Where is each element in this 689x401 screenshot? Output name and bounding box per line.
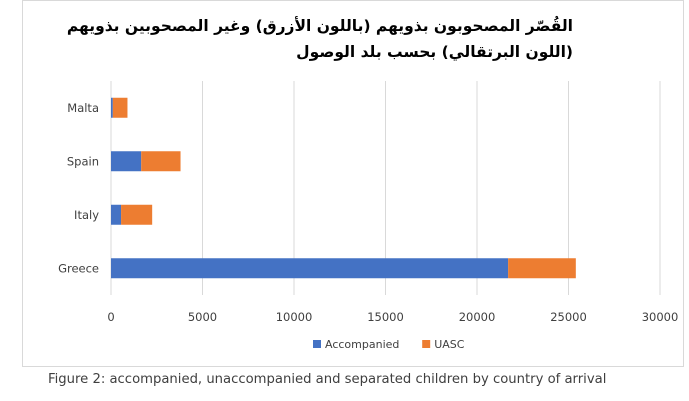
x-tick-label: 10000: [276, 310, 313, 324]
chart-title-line-1: القُصّر المصحوبون بذويهم (باللون الأزرق)…: [66, 17, 573, 35]
bar-uasc-spain: [141, 151, 181, 172]
figure-caption: Figure 2: accompanied, unaccompanied and…: [48, 372, 607, 387]
bar-accompanied-spain: [111, 151, 142, 172]
legend-label-accompanied: Accompanied: [325, 338, 399, 351]
y-category-label: Malta: [67, 101, 99, 115]
bar-uasc-greece: [508, 258, 576, 279]
bar-uasc-italy: [121, 204, 153, 225]
legend-label-uasc: UASC: [434, 338, 465, 351]
x-tick-label: 30000: [642, 310, 679, 324]
y-category-label: Greece: [58, 261, 99, 275]
x-tick-label: 15000: [367, 310, 404, 324]
chart-container: القُصّر المصحوبون بذويهم (باللون الأزرق)…: [22, 0, 684, 367]
bar-chart: 0 5000 10000 15000 20000 25000 30000 Malta Spain…: [58, 81, 679, 351]
chart-title-line-2: (اللون البرتقالي) بحسب بلد الوصول: [296, 43, 573, 61]
bar-accompanied-italy: [111, 204, 122, 225]
y-category-label: Italy: [74, 208, 99, 222]
legend-swatch-uasc: [422, 340, 431, 348]
x-tick-label: 5000: [188, 310, 217, 324]
bar-accompanied-greece: [111, 258, 509, 279]
x-tick-label: 0: [107, 310, 114, 324]
legend-swatch-accompanied: [313, 340, 321, 348]
y-category-label: Spain: [67, 154, 99, 168]
bar-accompanied-malta: [111, 97, 113, 118]
x-tick-label: 25000: [550, 310, 587, 324]
chart-title: القُصّر المصحوبون بذويهم (باللون الأزرق)…: [53, 13, 573, 65]
x-tick-label: 20000: [459, 310, 496, 324]
bar-uasc-malta: [112, 97, 128, 118]
